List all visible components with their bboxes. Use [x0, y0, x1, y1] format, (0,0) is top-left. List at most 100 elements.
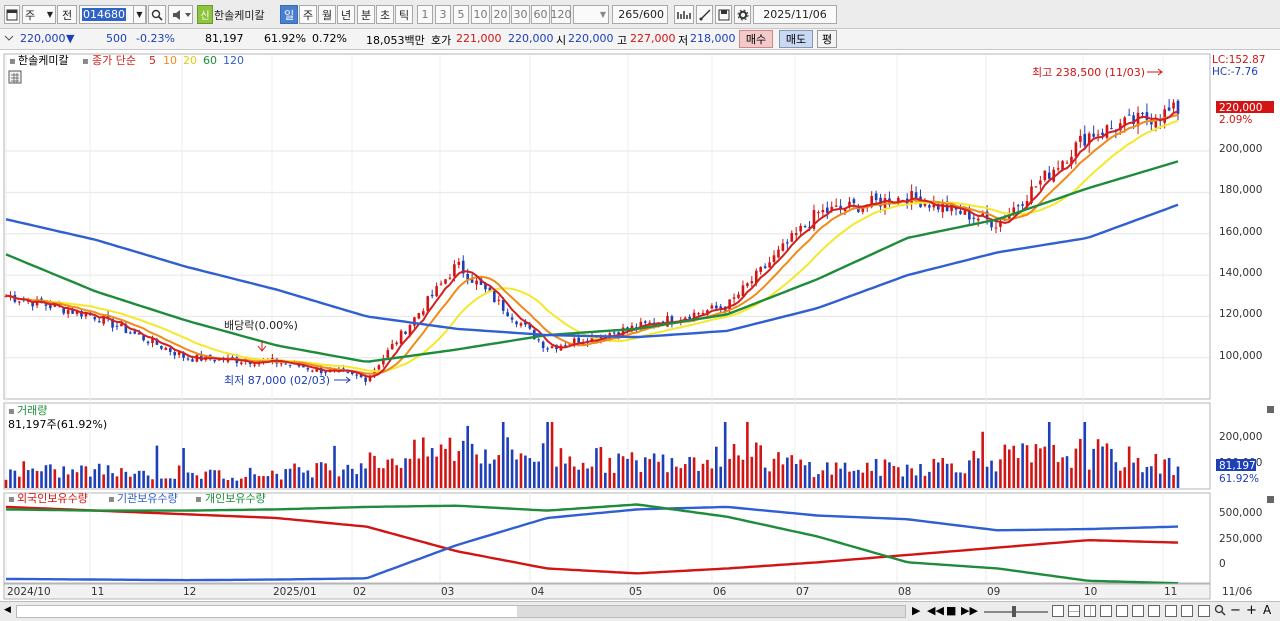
- interval-60-button[interactable]: 60: [531, 5, 550, 24]
- volume-bar: [626, 458, 629, 488]
- holding-panel-frame: [3, 492, 1211, 584]
- candle-body: [701, 312, 705, 315]
- chart-area[interactable]: ▪ 한솔케미칼 ▪ 종가 단순 5 10 20 60 120 LC:152.87…: [0, 50, 1280, 602]
- volume-bar: [13, 470, 17, 488]
- interval-1-button[interactable]: 1: [417, 5, 433, 24]
- volume-bar: [22, 461, 26, 488]
- volume-bar: [497, 455, 501, 488]
- candle-body: [963, 208, 967, 215]
- candle-body: [706, 310, 709, 315]
- date-input[interactable]: 2025/11/06: [753, 5, 837, 24]
- open-label: 시: [556, 34, 567, 47]
- layout-2-icon[interactable]: [1068, 605, 1080, 617]
- volume-bar: [399, 467, 403, 488]
- code-dropdown-chevron-icon[interactable]: ▼: [133, 5, 146, 24]
- play-icon[interactable]: ▶: [912, 604, 921, 617]
- volume-bar: [115, 476, 119, 488]
- period-minute-tab[interactable]: 분: [357, 5, 375, 24]
- volume-bar: [706, 459, 709, 488]
- candle-body: [120, 323, 123, 327]
- volume-bar: [350, 468, 354, 488]
- layout-10-icon[interactable]: [1198, 605, 1210, 617]
- layout-6-icon[interactable]: [1132, 605, 1144, 617]
- scrollbar-thumb[interactable]: [517, 606, 905, 617]
- layout-5-icon[interactable]: [1116, 605, 1128, 617]
- search-icon[interactable]: [148, 5, 166, 24]
- layout-4-icon[interactable]: [1100, 605, 1112, 617]
- candle-body: [790, 233, 794, 242]
- volume-bar: [26, 470, 30, 488]
- candle-body: [115, 325, 119, 327]
- dividend-arrow-icon: [257, 341, 267, 352]
- sell-button[interactable]: 매도: [779, 30, 813, 48]
- draw-tool-icon[interactable]: [696, 5, 713, 24]
- volume-bar: [275, 473, 279, 488]
- volume-bar: [821, 470, 825, 488]
- zoom-out-icon[interactable]: −: [1230, 603, 1241, 618]
- x-axis-label: 03: [441, 586, 454, 598]
- period-second-tab[interactable]: 초: [376, 5, 394, 24]
- period-day-tab[interactable]: 일: [280, 5, 298, 24]
- speed-slider[interactable]: [984, 606, 1048, 617]
- volume-bar: [790, 455, 794, 488]
- window-menu-icon[interactable]: [4, 5, 20, 24]
- rewind-icon[interactable]: ◀◀: [927, 604, 944, 617]
- save-icon[interactable]: [715, 5, 732, 24]
- layout-9-icon[interactable]: [1181, 605, 1193, 617]
- interval-120-button[interactable]: 120: [551, 5, 572, 24]
- horizontal-scrollbar[interactable]: [16, 605, 906, 618]
- interval-10-button[interactable]: 10: [471, 5, 490, 24]
- volume-bar: [457, 451, 461, 488]
- forward-icon[interactable]: ▶▶: [961, 604, 978, 617]
- volume-bar: [936, 462, 940, 488]
- font-size-icon[interactable]: A: [1263, 603, 1272, 617]
- gear-icon[interactable]: [734, 5, 751, 24]
- candle-body: [1172, 102, 1175, 109]
- period-year-tab[interactable]: 년: [337, 5, 355, 24]
- volume-bar: [302, 472, 305, 488]
- buy-button[interactable]: 매수: [739, 30, 773, 48]
- speaker-icon[interactable]: [168, 5, 193, 24]
- data-count-value: 265: [618, 8, 640, 21]
- indicator-icon[interactable]: [674, 5, 694, 24]
- prev-button[interactable]: 전: [57, 5, 77, 24]
- candle-body: [133, 331, 137, 334]
- market-select[interactable]: 주 ▼: [22, 5, 56, 24]
- zoom-in-icon[interactable]: +: [1246, 603, 1257, 618]
- volume-bar: [222, 478, 225, 488]
- candle-body: [359, 374, 363, 378]
- candle-body: [1087, 133, 1091, 145]
- interval-30-button[interactable]: 30: [511, 5, 530, 24]
- period-month-tab[interactable]: 월: [318, 5, 336, 24]
- panel-config-icon[interactable]: [8, 70, 22, 84]
- layout-7-icon[interactable]: [1148, 605, 1160, 617]
- layout-1-icon[interactable]: [1052, 605, 1064, 617]
- volume-bar: [639, 471, 643, 488]
- stock-code-input[interactable]: 014680: [79, 5, 147, 24]
- data-count-input[interactable]: 265/600: [612, 5, 668, 24]
- interval-5-button[interactable]: 5: [453, 5, 469, 24]
- candle-body: [821, 209, 825, 213]
- volume-bar: [857, 469, 860, 488]
- expand-icon[interactable]: [4, 32, 14, 47]
- period-tick-tab[interactable]: 틱: [395, 5, 413, 24]
- zoom-search-icon[interactable]: [1214, 603, 1226, 620]
- volume-bar: [763, 467, 767, 488]
- interval-20-button[interactable]: 20: [491, 5, 510, 24]
- candle-body: [350, 371, 354, 374]
- period-week-tab[interactable]: 주: [299, 5, 317, 24]
- candle-body: [1065, 162, 1069, 164]
- layout-8-icon[interactable]: [1165, 605, 1177, 617]
- volume-bar: [635, 460, 638, 488]
- volume-bar: [852, 470, 856, 488]
- layout-3-icon[interactable]: [1084, 605, 1096, 617]
- holding-panel-close-icon[interactable]: [1267, 496, 1274, 503]
- interval-custom-select[interactable]: ▼: [573, 5, 609, 24]
- volume-bar: [950, 463, 953, 488]
- stop-icon[interactable]: ■: [946, 604, 957, 617]
- eval-button[interactable]: 평: [817, 30, 837, 48]
- interval-3-button[interactable]: 3: [435, 5, 451, 24]
- scroll-left-icon[interactable]: ◀: [4, 605, 11, 615]
- volume-panel-close-icon[interactable]: [1267, 406, 1274, 413]
- speed-slider-handle[interactable]: [1012, 606, 1016, 617]
